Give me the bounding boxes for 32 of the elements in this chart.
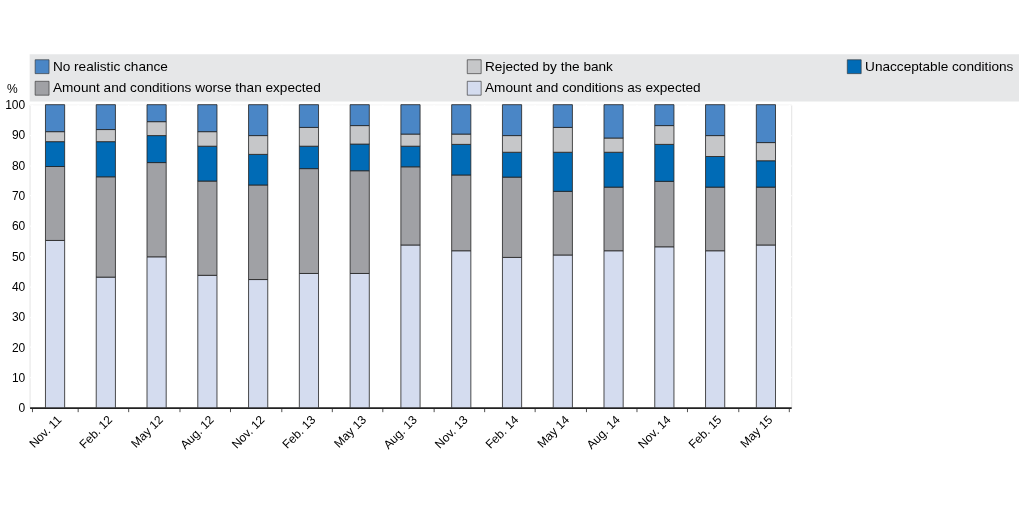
y-tick-label: 40 bbox=[11, 279, 26, 294]
x-tick-label: Feb. 13 bbox=[279, 412, 319, 452]
x-tick-label: May 13 bbox=[331, 412, 370, 451]
x-tick-label: Feb. 14 bbox=[482, 412, 522, 452]
y-tick-label: 100 bbox=[5, 98, 26, 113]
x-tick-label: May 14 bbox=[534, 412, 573, 451]
y-tick-label: 70 bbox=[11, 189, 26, 204]
y-tick-label: 30 bbox=[11, 310, 26, 325]
legend-label: Amount and conditions as expected bbox=[485, 80, 701, 96]
x-tick-label: Nov. 14 bbox=[635, 412, 674, 452]
y-tick-label: 90 bbox=[11, 128, 26, 143]
legend-label: Rejected by the bank bbox=[485, 58, 614, 74]
y-tick-label: 10 bbox=[11, 370, 26, 385]
x-tick-label: Aug. 13 bbox=[380, 412, 421, 452]
x-tick-label: Aug. 12 bbox=[177, 412, 217, 452]
legend-label: Amount and conditions worse than expected bbox=[52, 80, 321, 96]
x-tick-label: Nov. 12 bbox=[228, 412, 268, 452]
x-tick-label: Aug. 14 bbox=[583, 412, 624, 452]
y-tick-label: 60 bbox=[11, 219, 26, 234]
x-tick-label: Feb. 12 bbox=[76, 412, 116, 452]
x-tick-label: May 12 bbox=[128, 412, 167, 451]
legend-label: No realistic chance bbox=[52, 58, 168, 74]
y-tick-label: 80 bbox=[11, 158, 26, 173]
legend-label: Unacceptable conditions bbox=[865, 58, 1014, 74]
x-tick-label: Feb. 15 bbox=[685, 412, 725, 452]
y-tick-label: 50 bbox=[11, 249, 26, 264]
y-tick-label: 20 bbox=[11, 340, 26, 355]
y-axis-title: % bbox=[7, 82, 19, 97]
x-tick-label: Nov. 11 bbox=[26, 412, 65, 451]
x-tick-label: May 15 bbox=[737, 412, 776, 451]
y-tick-label: 0 bbox=[18, 401, 26, 416]
x-tick-label: Nov. 13 bbox=[432, 412, 471, 452]
